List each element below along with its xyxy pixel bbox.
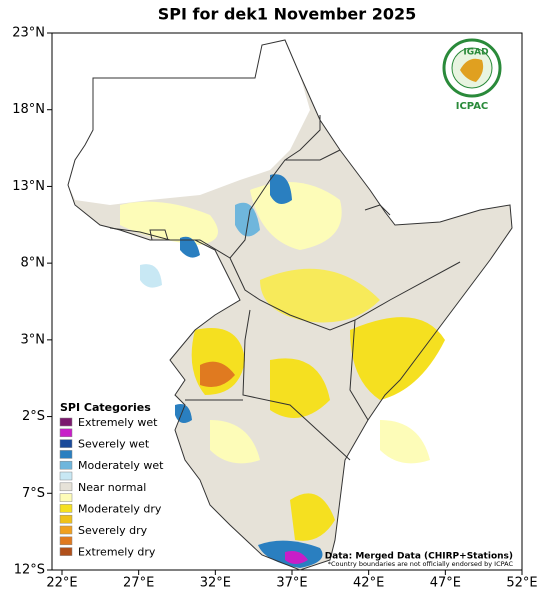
legend-label: Severely wet <box>78 438 150 451</box>
legend-label: Extremely dry <box>78 546 156 559</box>
legend-swatch <box>59 417 73 427</box>
y-tick-label: 8°N <box>21 256 46 271</box>
map-title: SPI for dek1 November 2025 <box>158 5 416 24</box>
legend-swatch <box>59 482 73 492</box>
legend-swatch <box>59 514 73 524</box>
y-tick-label: 7°S <box>22 486 45 501</box>
legend-swatch <box>59 460 73 470</box>
y-tick-label: 2°S <box>22 409 45 424</box>
legend-label: Near normal <box>78 481 146 494</box>
legend-swatch <box>59 547 73 556</box>
legend-swatch <box>59 504 73 513</box>
legend-swatch <box>59 536 73 546</box>
legend-title: SPI Categories <box>60 401 151 414</box>
legend-label: Severely dry <box>78 524 148 537</box>
legend-swatch <box>59 525 73 535</box>
x-tick-label: 47°E <box>430 576 461 591</box>
y-tick-label: 23°N <box>12 26 45 41</box>
x-tick-label: 27°E <box>123 576 154 591</box>
data-source: Data: Merged Data (CHIRP+Stations) <box>325 552 513 562</box>
y-tick-label: 13°N <box>12 179 45 194</box>
legend-swatch <box>59 428 73 438</box>
country-borders <box>67 39 513 571</box>
legend-swatch <box>59 493 73 502</box>
x-tick-label: 42°E <box>353 576 384 591</box>
y-tick-label: 3°N <box>21 332 46 347</box>
x-tick-label: 37°E <box>276 576 307 591</box>
legend-label: Moderately wet <box>78 459 164 472</box>
y-tick-label: 12°S <box>14 563 45 578</box>
logo-org: ICPAC <box>456 101 489 112</box>
legend-label: Moderately dry <box>78 502 162 515</box>
legend-label: Extremely wet <box>78 416 158 429</box>
y-tick-label: 18°N <box>12 102 45 117</box>
x-tick-label: 32°E <box>200 576 231 591</box>
logo: IGAD ICPAC <box>442 38 502 112</box>
legend-swatch <box>59 439 73 448</box>
legend-swatch <box>59 471 73 481</box>
logo-name: IGAD <box>463 48 488 58</box>
x-tick-label: 22°E <box>46 576 77 591</box>
legend: SPI Categories Extremely wet Severely wet… <box>59 401 164 559</box>
x-tick-label: 52°E <box>506 576 537 591</box>
disclaimer: *Country boundaries are not officially e… <box>328 560 514 568</box>
legend-swatch <box>59 450 73 459</box>
land <box>68 40 512 570</box>
